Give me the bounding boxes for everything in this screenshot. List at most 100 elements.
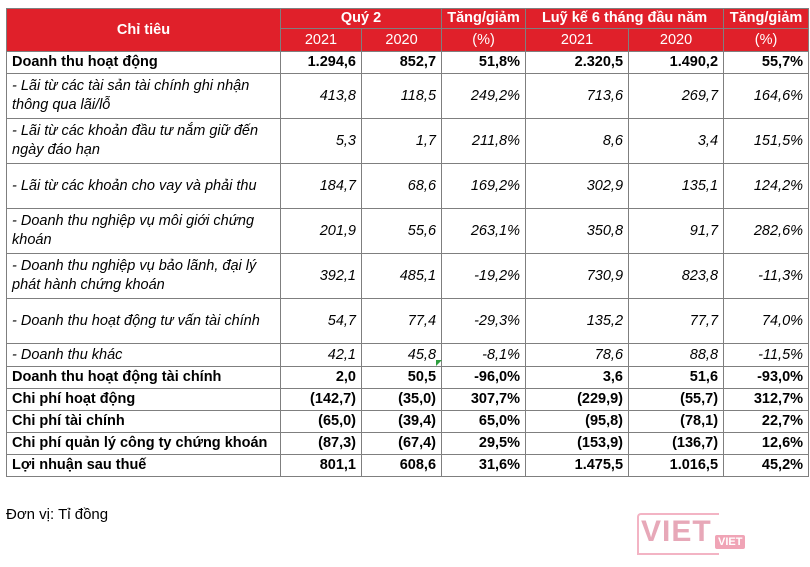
cell-ytd-2020: 823,8: [628, 253, 725, 299]
row-label: - Doanh thu hoạt động tư vấn tài chính: [6, 298, 281, 344]
cell-ytd-2021: (153,9): [525, 432, 630, 455]
header-pct: (%): [441, 28, 527, 52]
cell-q2-2021: 5,3: [280, 118, 362, 164]
cell-q2-2021: (65,0): [280, 410, 362, 433]
cell-q2-2021: 201,9: [280, 208, 362, 254]
cell-q2-change: 249,2%: [441, 73, 527, 119]
header-q2-2021: 2021: [280, 28, 362, 52]
cell-ytd-2021: 8,6: [525, 118, 630, 164]
logo-main-text: VIET: [641, 515, 712, 548]
unit-note: Đơn vị: Tỉ đồng: [6, 506, 109, 523]
cell-ytd-2020: 1.490,2: [628, 51, 725, 74]
cell-comment-marker: [436, 360, 442, 366]
cell-q2-2020: (39,4): [360, 410, 443, 433]
watermark-logo: VIET VIET: [637, 513, 757, 559]
table-row: - Doanh thu nghiệp vụ bảo lãnh, đại lý p…: [6, 253, 810, 299]
row-label: - Lãi từ các khoản cho vay và phải thu: [6, 163, 281, 209]
cell-ytd-2021: 135,2: [525, 298, 630, 344]
cell-ytd-2021: 1.475,5: [525, 454, 630, 477]
cell-q2-2020: 77,4: [360, 298, 443, 344]
header-q2-2020: 2020: [360, 28, 443, 52]
cell-q2-change: 29,5%: [441, 432, 527, 455]
cell-q2-2021: 392,1: [280, 253, 362, 299]
cell-ytd-2020: 3,4: [628, 118, 725, 164]
cell-q2-2021: 801,1: [280, 454, 362, 477]
cell-q2-change: 65,0%: [441, 410, 527, 433]
cell-ytd-2020: 88,8: [628, 343, 725, 367]
cell-q2-2021: 1.294,6: [280, 51, 362, 74]
logo-frame: [637, 513, 719, 555]
cell-q2-2020: 118,5: [360, 73, 443, 119]
cell-q2-2020: 55,6: [360, 208, 443, 254]
table-row: Lợi nhuận sau thuế 801,1 608,6 31,6% 1.4…: [6, 454, 810, 477]
table-row: - Doanh thu nghiệp vụ môi giới chứng kho…: [6, 208, 810, 254]
cell-ytd-change: 164,6%: [723, 73, 810, 119]
row-label: - Lãi từ các khoản đầu tư nắm giữ đến ng…: [6, 118, 281, 164]
row-label: Doanh thu hoạt động: [6, 51, 281, 74]
row-label: - Doanh thu khác: [6, 343, 281, 367]
cell-q2-2021: 42,1: [280, 343, 362, 367]
cell-q2-2020: (35,0): [360, 388, 443, 411]
table-row: Chi phí quản lý công ty chứng khoán (87,…: [6, 432, 810, 455]
cell-ytd-change: 312,7%: [723, 388, 810, 411]
cell-q2-2020: 50,5: [360, 366, 443, 389]
table-row: - Lãi từ các khoản đầu tư nắm giữ đến ng…: [6, 118, 810, 164]
cell-ytd-2021: 3,6: [525, 366, 630, 389]
cell-ytd-change: 124,2%: [723, 163, 810, 209]
table-row: - Lãi từ các khoản cho vay và phải thu 1…: [6, 163, 810, 209]
cell-ytd-change: -11,5%: [723, 343, 810, 367]
table-row: Doanh thu hoạt động tài chính 2,0 50,5 -…: [6, 366, 810, 389]
table-row: Chi phí hoạt động (142,7) (35,0) 307,7% …: [6, 388, 810, 411]
header-indicator: Chỉ tiêu: [6, 8, 281, 52]
logo-tag-text: VIET: [715, 535, 746, 549]
cell-ytd-2020: (55,7): [628, 388, 725, 411]
cell-ytd-change: 151,5%: [723, 118, 810, 164]
cell-ytd-2020: (136,7): [628, 432, 725, 455]
cell-q2-change: 51,8%: [441, 51, 527, 74]
cell-ytd-change: 12,6%: [723, 432, 810, 455]
cell-q2-2020: 68,6: [360, 163, 443, 209]
cell-q2-change: 307,7%: [441, 388, 527, 411]
cell-q2-2020: 852,7: [360, 51, 443, 74]
row-label: Lợi nhuận sau thuế: [6, 454, 281, 477]
cell-ytd-2021: 350,8: [525, 208, 630, 254]
table-row: - Lãi từ các tài sản tài chính ghi nhận …: [6, 73, 810, 119]
header-ytd: Luỹ kế 6 tháng đầu năm: [525, 8, 725, 29]
header-change-ytd: Tăng/giảm: [723, 8, 810, 29]
row-label: Chi phí quản lý công ty chứng khoán: [6, 432, 281, 455]
cell-q2-2020: 45,8: [360, 343, 443, 367]
cell-ytd-2021: (229,9): [525, 388, 630, 411]
table-row: - Doanh thu khác 42,1 45,8 -8,1% 78,6 88…: [6, 343, 810, 367]
cell-ytd-2020: 77,7: [628, 298, 725, 344]
cell-q2-2021: 184,7: [280, 163, 362, 209]
header-q2: Quý 2: [279, 8, 443, 29]
cell-ytd-change: 55,7%: [723, 51, 810, 74]
table-row: Doanh thu hoạt động 1.294,6 852,7 51,8% …: [6, 51, 810, 74]
financial-table: Chỉ tiêu Quý 2 Tăng/giảm Luỹ kế 6 tháng …: [6, 8, 810, 477]
header-pct-ytd: (%): [723, 28, 810, 52]
cell-q2-2020: (67,4): [360, 432, 443, 455]
cell-q2-2021: (87,3): [280, 432, 362, 455]
cell-q2-2021: (142,7): [280, 388, 362, 411]
cell-ytd-change: -11,3%: [723, 253, 810, 299]
cell-q2-change: 263,1%: [441, 208, 527, 254]
cell-ytd-2020: 135,1: [628, 163, 725, 209]
cell-ytd-2020: (78,1): [628, 410, 725, 433]
row-label: Chi phí tài chính: [6, 410, 281, 433]
cell-ytd-2020: 1.016,5: [628, 454, 725, 477]
cell-q2-2020: 608,6: [360, 454, 443, 477]
cell-q2-change: 211,8%: [441, 118, 527, 164]
row-label: - Doanh thu nghiệp vụ môi giới chứng kho…: [6, 208, 281, 254]
header-ytd-2020: 2020: [628, 28, 725, 52]
cell-ytd-2021: (95,8): [525, 410, 630, 433]
cell-ytd-2021: 302,9: [525, 163, 630, 209]
cell-q2-2020: 485,1: [360, 253, 443, 299]
cell-ytd-2021: 2.320,5: [525, 51, 630, 74]
row-label: - Doanh thu nghiệp vụ bảo lãnh, đại lý p…: [6, 253, 281, 299]
cell-q2-change: -8,1%: [441, 343, 527, 367]
header-ytd-2021: 2021: [525, 28, 630, 52]
cell-q2-change: -19,2%: [441, 253, 527, 299]
row-label: - Lãi từ các tài sản tài chính ghi nhận …: [6, 73, 281, 119]
cell-ytd-2021: 730,9: [525, 253, 630, 299]
cell-ytd-change: -93,0%: [723, 366, 810, 389]
